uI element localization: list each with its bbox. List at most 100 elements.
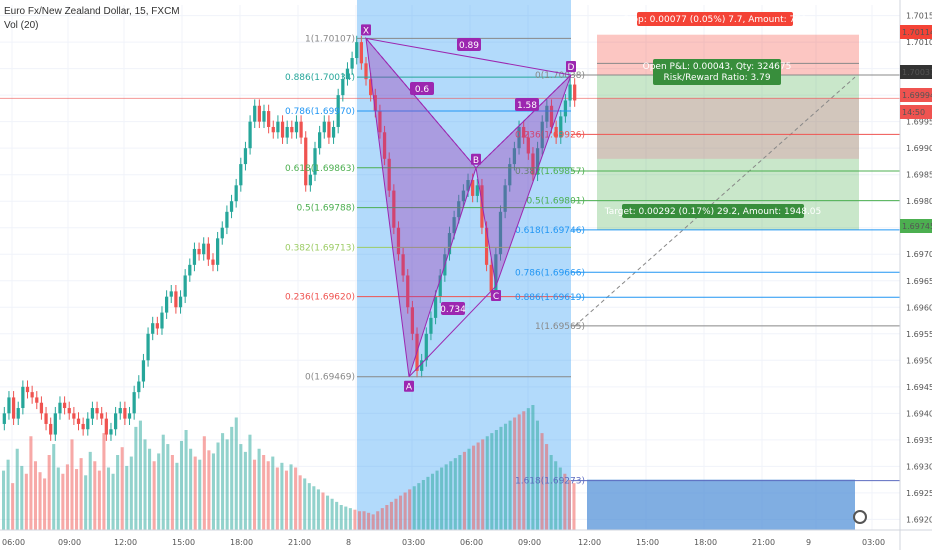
volume-bar [394, 498, 398, 530]
candle-body [16, 408, 20, 419]
candle-body [424, 333, 428, 361]
fib-level-label: 0.5(1.69788) [296, 204, 355, 214]
volume-bar [458, 455, 462, 530]
candle-body [369, 79, 373, 96]
candle-body [276, 121, 280, 133]
volume-bar [440, 467, 444, 530]
pattern-point-label: D [568, 63, 575, 73]
candle-body [229, 201, 234, 212]
pattern-ratio-label: 0.6 [415, 85, 430, 95]
volume-bars [2, 405, 576, 530]
candle-body [44, 413, 48, 424]
candle-body [30, 392, 34, 398]
y-tick-label: 1.69900 [906, 144, 932, 153]
candle-body [86, 418, 90, 430]
candle-body [438, 275, 442, 297]
volume-bar [106, 467, 111, 530]
price-tag-label: 1.69994 [902, 91, 932, 100]
candle-body [280, 121, 285, 138]
volume-bar [275, 467, 279, 530]
candle-body [104, 418, 108, 435]
volume-bar [2, 470, 6, 530]
volume-bar [93, 461, 97, 530]
stop-info-box [637, 12, 793, 26]
volume-bar [289, 464, 293, 530]
volume-bar [567, 480, 571, 530]
candle-body [503, 185, 507, 212]
volume-bar [362, 511, 366, 530]
fib-level-label: 0.618(1.69863) [285, 164, 355, 174]
candle-body [174, 291, 178, 308]
x-tick-label: 12:00 [578, 538, 601, 547]
volume-bar [280, 462, 284, 530]
y-tick-label: 1.69300 [906, 462, 932, 471]
settings-gear-icon[interactable] [853, 510, 867, 524]
volume-bar [357, 511, 362, 530]
candle-body [109, 429, 113, 435]
volume-bar [148, 448, 152, 530]
candle-body [304, 137, 308, 186]
candle-body [489, 264, 493, 292]
volume-bar [522, 411, 526, 530]
y-tick-label: 1.69600 [906, 303, 932, 312]
candle-body [262, 111, 266, 122]
pattern-point-label: X [363, 26, 369, 36]
candle-body [202, 243, 206, 255]
projection-level-label: 1.618(1.69273) [515, 477, 585, 487]
volume-bar [202, 436, 206, 530]
candle-body [267, 111, 271, 127]
candle-body [517, 126, 521, 149]
candle-body [67, 408, 71, 414]
candle-body [359, 42, 363, 64]
volume-bar [234, 417, 238, 530]
candle-body [290, 126, 294, 133]
volume-bar [157, 453, 161, 530]
y-tick-label: 1.69250 [906, 489, 932, 498]
volume-bar [152, 461, 156, 530]
candle-body [141, 360, 146, 382]
volume-bar [184, 430, 188, 530]
volume-bar [6, 459, 10, 530]
candle-body [401, 254, 405, 276]
candle-body [123, 408, 127, 419]
x-tick-label: 9 [806, 538, 811, 547]
volume-bar [175, 462, 179, 530]
pnl-info-label: Open P&L: 0.00043, Qty: 324675 [643, 62, 792, 72]
volume-bar [307, 483, 311, 530]
candle-body [58, 402, 62, 414]
candle-body [526, 137, 530, 154]
volume-bar [70, 439, 74, 530]
candle-body [7, 397, 11, 414]
volume-bar [221, 433, 225, 530]
candle-body [151, 323, 155, 334]
pattern-ratio-label: 0.89 [459, 41, 479, 51]
candle-body [313, 148, 317, 175]
volume-bar [102, 433, 106, 530]
candle-body [132, 392, 136, 414]
volume-bar [481, 439, 485, 530]
candle-body [373, 95, 377, 112]
volume-bar [211, 453, 215, 530]
fib-level-label: 0.236(1.69620) [285, 293, 355, 303]
volume-bar [572, 483, 576, 530]
pattern-bd-line [475, 74, 572, 169]
x-tick-label: 09:00 [58, 538, 81, 547]
volume-bar [485, 436, 489, 530]
pattern-point-marker [404, 380, 414, 392]
candle-body [25, 386, 30, 393]
candle-body [220, 227, 224, 239]
volume-bar [294, 467, 298, 530]
volume-bar [531, 405, 535, 530]
volume-bar [517, 414, 521, 530]
candle-body [433, 296, 438, 318]
price-tag-box [900, 25, 932, 39]
candle-body [387, 158, 391, 191]
volume-bar [207, 450, 211, 530]
stop-info-label: Stop: 0.00077 (0.05%) 7.7, Amount: 750 [623, 15, 807, 25]
volume-bar [248, 434, 252, 530]
volume-indicator-label[interactable]: Vol (20) [4, 20, 39, 31]
pattern-ac-line [408, 285, 497, 378]
volume-bar [138, 420, 142, 530]
